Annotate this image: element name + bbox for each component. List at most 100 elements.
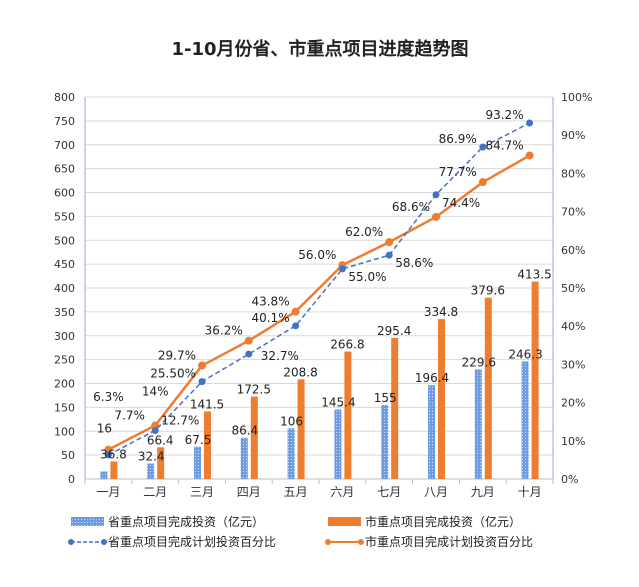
bar-provincial-label: 145.4: [321, 396, 355, 410]
bar-provincial: [287, 428, 295, 479]
provincial-percent-label: 6.3%: [93, 390, 124, 404]
bar-provincial: [381, 404, 389, 479]
x-tick-label: 三月: [190, 485, 214, 499]
bar-provincial-label: 16: [97, 421, 112, 435]
city-percent-label: 43.8%: [251, 295, 289, 309]
provincial-percent-label: 74.4%: [442, 196, 480, 210]
bar-city-label: 334.8: [424, 305, 458, 319]
x-tick-label: 五月: [284, 485, 308, 499]
y-right-tick-label: 40%: [561, 320, 585, 333]
x-tick-label: 七月: [377, 485, 401, 499]
provincial-percent-marker: [292, 322, 300, 330]
bar-city: [438, 319, 445, 479]
bar-city-label: 413.5: [517, 268, 551, 282]
bar-provincial: [100, 471, 108, 479]
x-tick-label: 一月: [96, 485, 120, 499]
bar-city: [250, 396, 258, 479]
bar-provincial: [474, 369, 482, 479]
legend-swatch-city-bar: [328, 517, 361, 526]
legend-marker: [358, 539, 364, 545]
bar-city-label: 266.8: [330, 338, 364, 352]
bar-city-label: 295.4: [377, 324, 411, 338]
legend-label-provincial-line: 省重点项目完成计划投资百分比: [108, 534, 276, 549]
x-tick-label: 六月: [330, 485, 354, 499]
city-percent-marker: [478, 178, 487, 187]
provincial-percent-label: 58.6%: [395, 256, 433, 270]
city-percent-label: 14%: [142, 385, 169, 399]
bar-provincial: [147, 463, 155, 479]
y-left-tick-label: 650: [54, 163, 75, 176]
y-left-tick-label: 100: [54, 425, 75, 438]
legend-marker: [325, 539, 331, 545]
y-right-tick-label: 30%: [561, 358, 585, 371]
provincial-percent-label: 86.9%: [439, 132, 477, 146]
bar-provincial-label: 32.4: [138, 450, 165, 464]
bar-provincial: [521, 361, 529, 479]
x-tick-label: 四月: [237, 485, 261, 499]
provincial-percent-marker: [385, 251, 393, 259]
provincial-percent-marker: [151, 426, 159, 434]
city-percent-marker: [432, 212, 440, 221]
provincial-percent-marker: [432, 191, 440, 199]
city-percent-marker: [385, 238, 394, 247]
x-tick-label: 二月: [143, 485, 167, 499]
city-percent-marker: [244, 336, 253, 345]
bar-city: [297, 379, 305, 479]
y-left-tick-label: 550: [54, 210, 75, 223]
legend-label-city-bar: 市重点项目完成投资（亿元）: [365, 514, 521, 529]
city-percent-label: 7.7%: [114, 409, 144, 423]
y-left-tick-label: 250: [54, 354, 75, 367]
provincial-percent-marker: [245, 350, 253, 358]
y-left-tick-label: 200: [54, 378, 75, 391]
y-right-tick-label: 20%: [561, 397, 585, 410]
y-right-tick-label: 10%: [561, 435, 585, 448]
provincial-percent-label: 32.7%: [261, 349, 299, 363]
city-percent-label: 56.0%: [298, 248, 336, 262]
y-right-tick-label: 70%: [561, 206, 585, 219]
bar-provincial-label: 86.4: [231, 424, 258, 438]
provincial-percent-marker: [338, 265, 346, 273]
bar-city: [157, 447, 165, 479]
y-left-tick-label: 350: [54, 306, 75, 319]
y-left-tick-label: 500: [54, 234, 75, 247]
y-right-tick-label: 80%: [561, 167, 585, 180]
bar-provincial: [240, 437, 248, 479]
bar-provincial-label: 67.5: [185, 433, 212, 447]
city-percent-line: [107, 154, 531, 451]
bar-provincial: [194, 446, 201, 479]
bar-city-label: 172.5: [237, 383, 271, 397]
y-left-tick-label: 600: [54, 187, 75, 200]
y-left-tick-label: 750: [54, 115, 75, 128]
y-right-tick-label: 90%: [561, 129, 585, 142]
legend-label-city-line: 市重点项目完成计划投资百分比: [365, 534, 533, 549]
y-left-tick-label: 150: [54, 401, 75, 414]
city-percent-label: 68.6%: [392, 200, 430, 214]
y-left-tick-label: 700: [54, 139, 75, 152]
bar-city: [344, 351, 352, 479]
y-left-tick-label: 800: [54, 91, 75, 104]
provincial-percent-marker: [104, 451, 112, 459]
provincial-percent-marker: [479, 143, 487, 151]
provincial-percent-label: 55.0%: [348, 270, 386, 284]
bar-city: [204, 411, 211, 479]
provincial-percent-label: 40.1%: [251, 311, 289, 325]
bar-provincial-label: 155: [374, 391, 397, 405]
bar-city-label: 36.8: [100, 447, 127, 461]
x-tick-label: 九月: [471, 485, 495, 499]
city-percent-label: 29.7%: [158, 349, 196, 363]
y-right-tick-label: 60%: [561, 244, 585, 257]
bar-city-label: 141.5: [190, 397, 224, 411]
bar-provincial-label: 246.3: [508, 347, 542, 361]
bar-city: [110, 461, 118, 479]
city-percent-marker: [198, 361, 206, 370]
city-percent-marker: [104, 445, 113, 454]
bar-provincial-label: 196.4: [415, 371, 449, 385]
city-percent-marker: [525, 151, 534, 160]
provincial-percent-label: 93.2%: [485, 108, 523, 122]
city-percent-label: 84.7%: [485, 138, 523, 152]
provincial-percent-label: 25.50%: [150, 367, 196, 381]
bar-city: [484, 297, 492, 479]
bar-city-label: 66.4: [147, 433, 174, 447]
